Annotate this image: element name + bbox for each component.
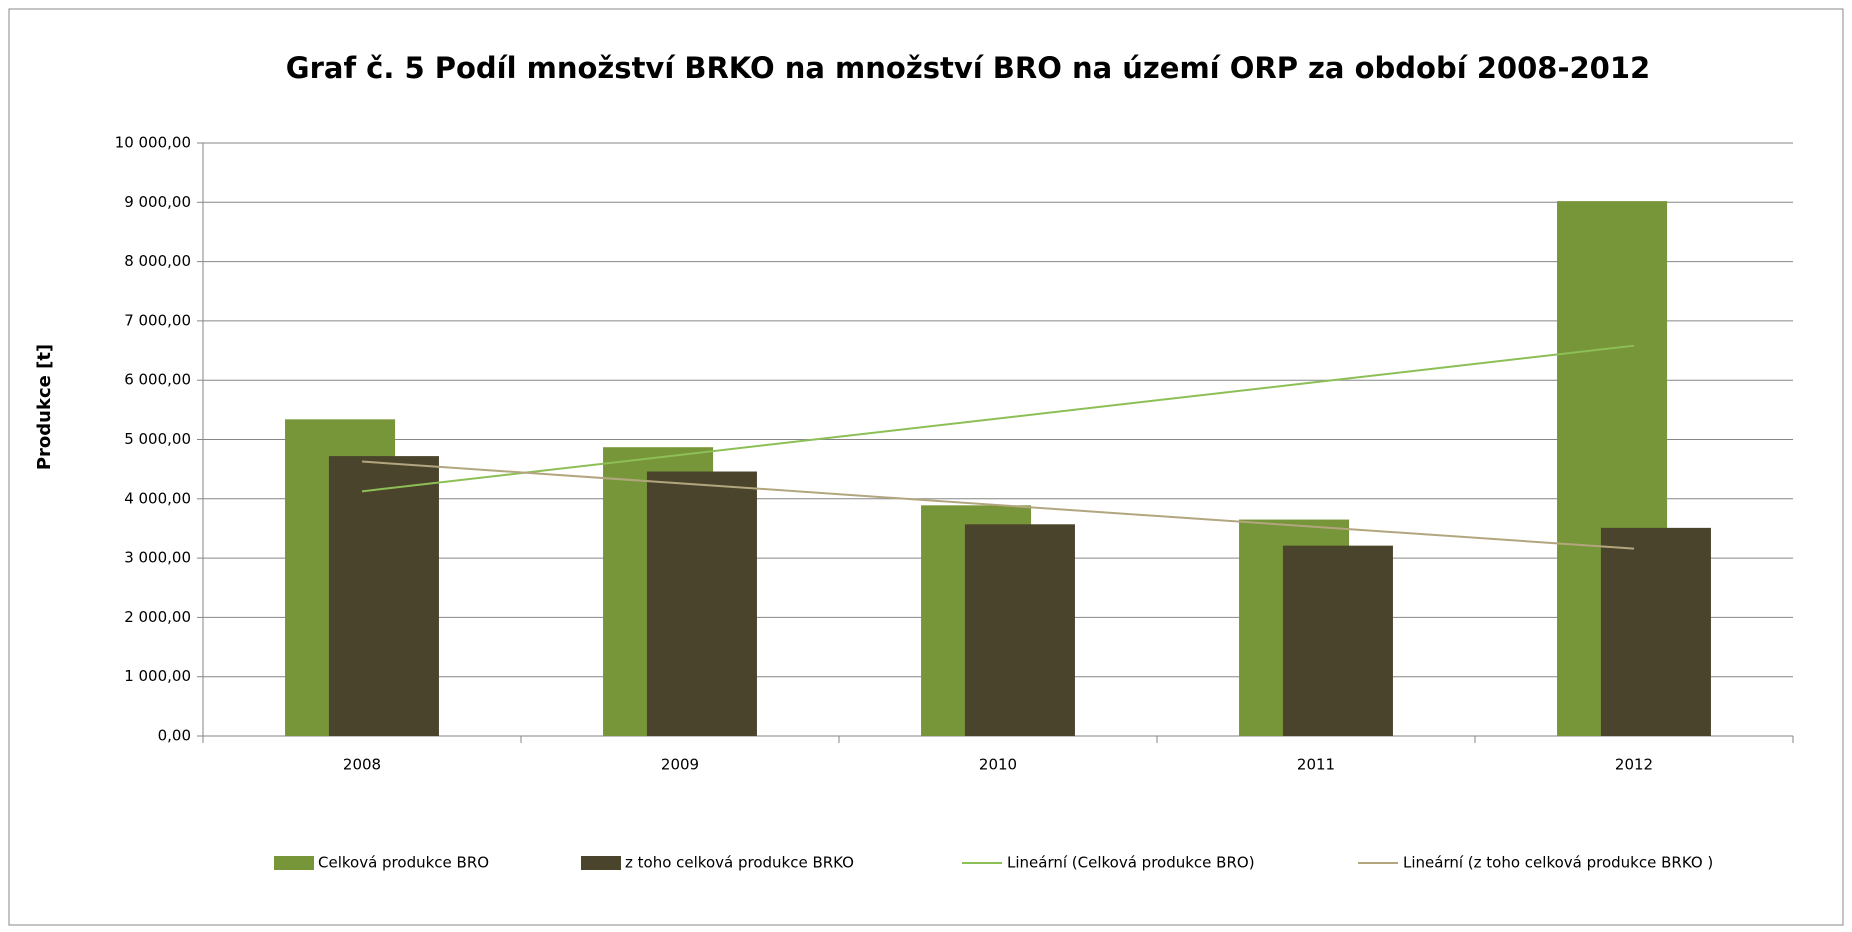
y-tick-label: 10 000,00 (115, 134, 191, 152)
y-tick-label: 8 000,00 (124, 252, 191, 270)
bar (328, 456, 439, 736)
bar (1282, 545, 1393, 736)
x-tick-label: 2010 (979, 756, 1017, 774)
legend-label: z toho celková produkce BRKO (625, 854, 854, 872)
trendline (361, 460, 1635, 550)
y-tick-label: 3 000,00 (124, 549, 191, 567)
y-tick-label: 1 000,00 (124, 667, 191, 685)
x-tick-label: 2009 (661, 756, 699, 774)
x-tick-label: 2008 (343, 756, 381, 774)
x-tick-label: 2012 (1615, 756, 1653, 774)
y-tick-label: 9 000,00 (124, 193, 191, 211)
y-tick-label: 4 000,00 (124, 489, 191, 507)
bar (646, 471, 757, 736)
legend-label: Celková produkce BRO (318, 854, 489, 872)
chart-title: Graf č. 5 Podíl množství BRKO na množstv… (286, 51, 1650, 85)
y-tick-label: 6 000,00 (124, 371, 191, 389)
bar (1600, 527, 1711, 736)
y-axis-label: Produkce [t] (34, 344, 55, 470)
legend-swatch (581, 856, 621, 870)
x-tick-label: 2011 (1297, 756, 1335, 774)
legend-label: Lineární (z toho celková produkce BRKO ) (1403, 854, 1713, 872)
trendline (361, 344, 1635, 493)
legend-swatch (274, 856, 314, 870)
bar (964, 524, 1075, 736)
legend-label: Lineární (Celková produkce BRO) (1007, 854, 1255, 872)
y-tick-label: 7 000,00 (124, 311, 191, 329)
y-tick-label: 2 000,00 (124, 608, 191, 626)
y-tick-label: 5 000,00 (124, 430, 191, 448)
y-tick-label: 0,00 (158, 727, 191, 745)
